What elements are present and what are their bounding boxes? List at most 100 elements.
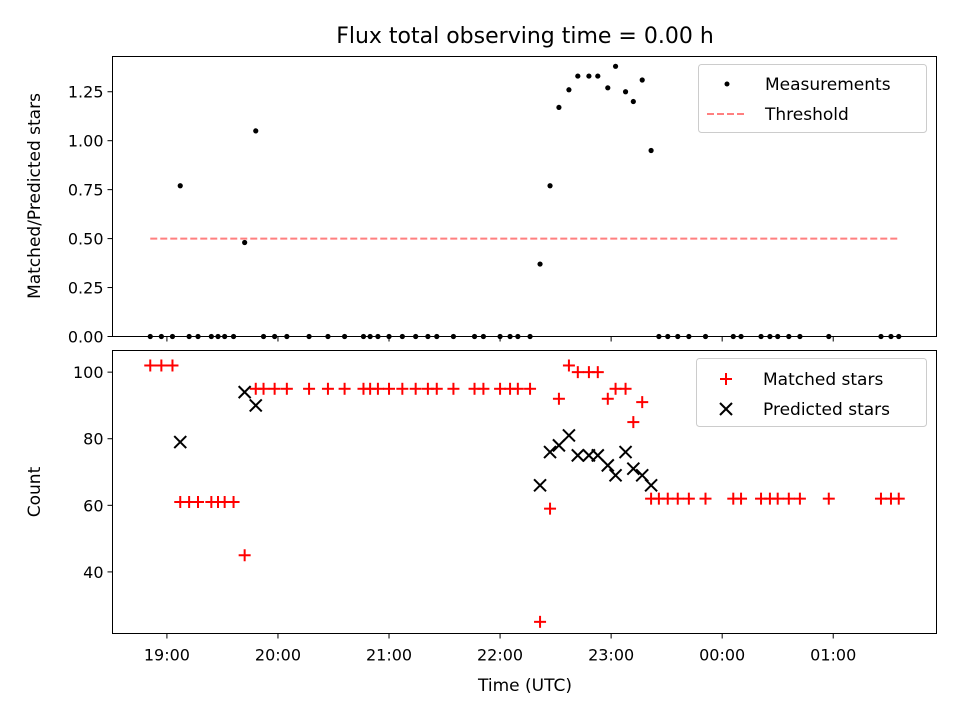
predicted-star-stroke-b bbox=[249, 398, 263, 413]
matched-star-point bbox=[430, 382, 443, 395]
measurement-point bbox=[547, 183, 553, 189]
matched-star-point bbox=[524, 382, 537, 395]
matched-star-point bbox=[511, 382, 524, 395]
top-ticks: 0.00 0.25 0.50 0.75 1.00 1.25 bbox=[68, 83, 834, 347]
matched-star-point bbox=[793, 492, 806, 505]
matched-star-point bbox=[396, 382, 409, 395]
measurement-point bbox=[648, 147, 654, 154]
x-tick-label: 23:00 bbox=[588, 646, 634, 665]
measurement-point bbox=[612, 63, 619, 69]
matched-star-point bbox=[409, 382, 422, 395]
measurement-point bbox=[537, 261, 543, 267]
predicted-star-stroke-b bbox=[591, 448, 605, 463]
predicted-star-stroke-b bbox=[644, 478, 658, 493]
legend-measurements-label: Measurements bbox=[765, 75, 891, 95]
predicted-star-point bbox=[543, 445, 557, 459]
x-tick-label: 19:00 bbox=[144, 646, 190, 665]
predicted-star-point bbox=[618, 445, 633, 459]
matched-star-point bbox=[892, 492, 905, 505]
matched-star-point bbox=[782, 492, 795, 505]
legend-threshold-label: Threshold bbox=[764, 105, 849, 125]
matched-star-point bbox=[771, 492, 784, 505]
top-y-tick-label: 0.50 bbox=[68, 230, 104, 249]
bottom-y-tick-label: 60 bbox=[83, 496, 103, 515]
predicted-star-stroke-b bbox=[562, 428, 576, 443]
matched-star-point bbox=[268, 382, 281, 395]
top-y-tick-label: 0.00 bbox=[68, 328, 104, 347]
x-tick-label: 22:00 bbox=[477, 646, 523, 665]
matched-star-point bbox=[571, 366, 584, 379]
measurement-point bbox=[177, 183, 183, 189]
bottom-legend: Matched stars Predicted stars bbox=[696, 358, 927, 427]
top-y-tick-label: 0.75 bbox=[68, 181, 104, 200]
predicted-star-stroke-b bbox=[626, 461, 641, 476]
matched-star-point bbox=[735, 492, 748, 505]
measurement-point bbox=[639, 77, 645, 83]
matched-star-point bbox=[371, 382, 384, 395]
matched-star-point bbox=[619, 382, 632, 395]
legend-matched-label: Matched stars bbox=[763, 370, 883, 390]
predicted-star-point bbox=[608, 468, 623, 483]
matched-star-point bbox=[544, 502, 557, 515]
matched-star-point bbox=[166, 359, 179, 372]
predicted-star-point bbox=[626, 461, 641, 476]
matched-star-point bbox=[562, 359, 575, 372]
x-tick-label: 21:00 bbox=[366, 646, 412, 665]
matched-star-point bbox=[321, 382, 334, 395]
measurement-point bbox=[556, 104, 562, 111]
top-legend-box bbox=[698, 64, 927, 133]
measurement-point bbox=[575, 73, 581, 79]
matched-star-point bbox=[447, 382, 460, 395]
legend-predicted-label: Predicted stars bbox=[763, 400, 890, 420]
matched-star-point bbox=[591, 366, 604, 379]
predicted-star-point bbox=[644, 478, 658, 493]
predicted-star-stroke-b bbox=[608, 468, 623, 483]
bottom-panel: 40 60 80 100 19:00 20:00 21:00 22:00 23:00 00:00 0… bbox=[25, 350, 937, 696]
matched-star-point bbox=[822, 492, 835, 505]
top-legend: Measurements Threshold bbox=[698, 64, 927, 133]
predicted-star-stroke-b bbox=[618, 445, 633, 459]
bottom-plot-frame bbox=[112, 350, 937, 634]
measurement-point bbox=[566, 87, 572, 93]
measurement-point bbox=[622, 89, 629, 95]
predicted-star-stroke-b bbox=[635, 468, 649, 483]
legend-matched-marker bbox=[720, 373, 732, 385]
bottom-ticks: 40 60 80 100 19:00 20:00 21:00 22:00 23:00 00:00 0… bbox=[73, 363, 856, 664]
predicted-star-stroke-b bbox=[173, 435, 187, 449]
x-tick-label: 20:00 bbox=[255, 646, 301, 665]
matched-star-point bbox=[534, 615, 547, 628]
bottom-y-tick-label: 80 bbox=[83, 430, 103, 449]
measurement-point bbox=[605, 85, 611, 91]
matched-star-point bbox=[238, 549, 251, 562]
predicted-star-stroke-b bbox=[601, 458, 615, 473]
legend-predicted-marker bbox=[719, 402, 733, 416]
top-y-axis-label: Matched/Predicted stars bbox=[25, 93, 45, 299]
matched-star-point bbox=[636, 396, 649, 409]
measurement-point bbox=[242, 239, 248, 246]
predicted-star-point bbox=[533, 478, 547, 493]
matched-star-point bbox=[280, 382, 293, 395]
matched-star-point bbox=[303, 382, 316, 395]
bottom-y-tick-label: 100 bbox=[73, 363, 104, 382]
predicted-star-point bbox=[249, 398, 263, 413]
legend-measurements-marker bbox=[724, 81, 730, 87]
measurement-point bbox=[630, 98, 636, 105]
top-chart-title: Flux total observing time = 0.00 h bbox=[336, 24, 714, 49]
x-tick-label: 00:00 bbox=[699, 646, 745, 665]
matched-star-point bbox=[227, 495, 240, 508]
matched-star-point bbox=[671, 492, 684, 505]
matched-star-point bbox=[144, 359, 157, 372]
top-panel: Flux total observing time = 0.00 h 0.00 0… bbox=[25, 24, 937, 347]
predicted-star-point bbox=[601, 458, 615, 473]
measurement-point bbox=[253, 128, 259, 134]
matched-star-point bbox=[627, 416, 640, 429]
matched-star-point bbox=[552, 392, 565, 405]
matched-star-point bbox=[699, 492, 712, 505]
bottom-data bbox=[144, 359, 905, 628]
matched-star-point bbox=[192, 495, 205, 508]
predicted-star-stroke-b bbox=[237, 385, 252, 399]
measurement-point bbox=[586, 73, 592, 79]
matched-star-point bbox=[257, 382, 270, 395]
top-y-tick-label: 0.25 bbox=[68, 279, 104, 298]
bottom-x-axis-label: Time (UTC) bbox=[477, 676, 572, 696]
